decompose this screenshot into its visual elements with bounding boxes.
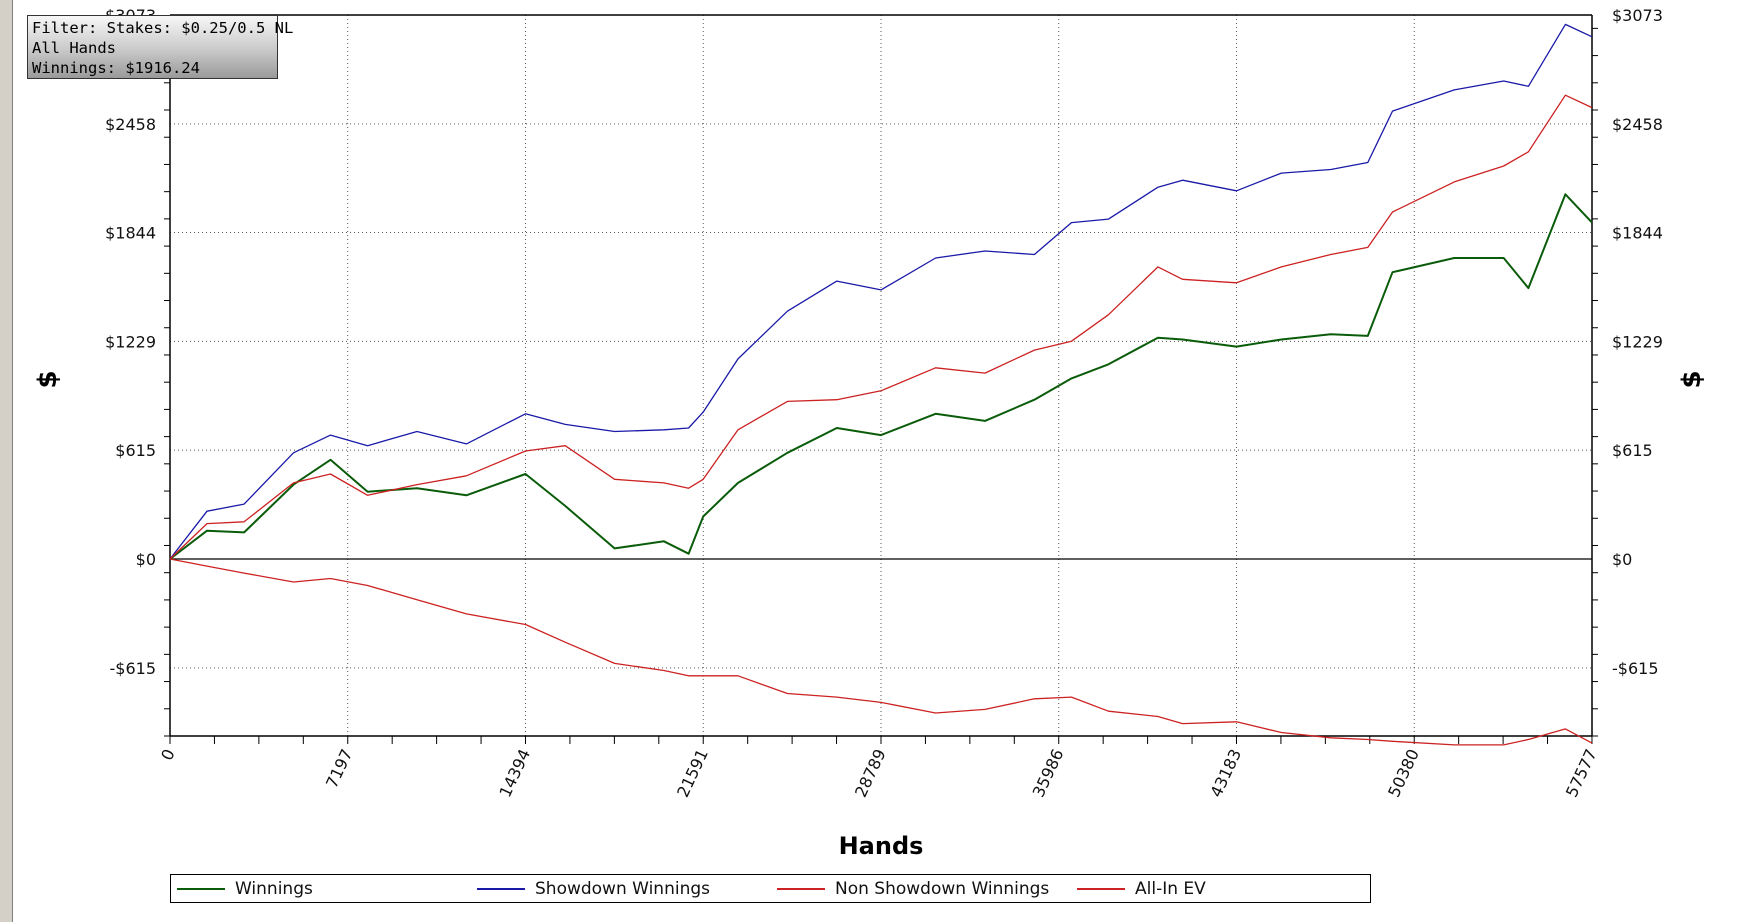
y-axis-title-left: $: [33, 370, 63, 388]
x-tick-label: 14394: [495, 746, 534, 800]
filter-hands-text: All Hands: [32, 39, 116, 57]
y-tick-label-right: $1229: [1612, 332, 1663, 351]
legend-swatch-allin-ev: [1077, 887, 1125, 890]
y-tick-label-left: $615: [115, 441, 156, 460]
filter-stakes-text: Filter: Stakes: $0.25/0.5 NL: [32, 19, 294, 37]
filter-info-box: Filter: Stakes: $0.25/0.5 NL All Hands W…: [27, 15, 294, 79]
legend-item-showdown: Showdown Winnings: [477, 875, 710, 902]
grid: [170, 14, 1592, 736]
y-tick-label-right: -$615: [1612, 659, 1659, 678]
series-line-non-showdown-winnings: [169, 94, 1593, 560]
y-tick-label-left: -$615: [110, 659, 157, 678]
y-tick-label-left: $0: [136, 550, 156, 569]
y-tick-label-right: $3073: [1612, 6, 1663, 25]
x-tick-label: 28789: [851, 746, 890, 800]
y-tick-label-right: $615: [1612, 441, 1653, 460]
series-line-all-in-ev: [169, 558, 1593, 746]
series-line-showdown-winnings: [169, 23, 1593, 560]
x-tick-label: 7197: [322, 746, 356, 791]
tick-labels: -$615 -$615 $0 $0 $615 $615 $1229 $1229 $1844 $18…: [105, 6, 1663, 800]
y-tick-label-left: $2458: [105, 115, 156, 134]
chart-legend: Winnings Showdown Winnings Non Showdown …: [170, 874, 1371, 903]
x-tick-label: 0: [157, 746, 179, 763]
y-tick-label-left: $1229: [105, 332, 156, 351]
x-tick-label: 57577: [1562, 746, 1601, 800]
y-tick-label-right: $0: [1612, 550, 1632, 569]
y-axis-title-right: $: [1677, 370, 1707, 388]
legend-label-non-showdown: Non Showdown Winnings: [835, 878, 1050, 899]
legend-label-allin-ev: All-In EV: [1135, 878, 1206, 899]
legend-swatch-non-showdown: [777, 887, 825, 890]
y-tick-label-right: $2458: [1612, 115, 1663, 134]
series-lines: [169, 23, 1593, 746]
legend-item-allin-ev: All-In EV: [1077, 875, 1206, 902]
y-tick-label-right: $1844: [1612, 224, 1663, 243]
legend-swatch-showdown: [477, 887, 525, 890]
legend-item-non-showdown: Non Showdown Winnings: [777, 875, 1049, 902]
filter-winnings-text: Winnings: $1916.24: [32, 59, 200, 77]
x-tick-label: 43183: [1206, 746, 1245, 800]
x-axis-title: Hands: [839, 832, 924, 860]
axes: [164, 14, 1598, 744]
x-tick-label: 50380: [1384, 746, 1423, 800]
y-tick-label-left: $1844: [105, 224, 156, 243]
legend-swatch-winnings: [177, 887, 225, 890]
series-line-winnings: [169, 193, 1593, 560]
legend-label-showdown: Showdown Winnings: [535, 878, 710, 899]
x-tick-label: 35986: [1029, 746, 1068, 800]
x-tick-label: 21591: [673, 746, 712, 800]
window-left-edge: [0, 0, 13, 922]
legend-label-winnings: Winnings: [235, 878, 313, 899]
legend-item-winnings: Winnings: [177, 875, 313, 902]
